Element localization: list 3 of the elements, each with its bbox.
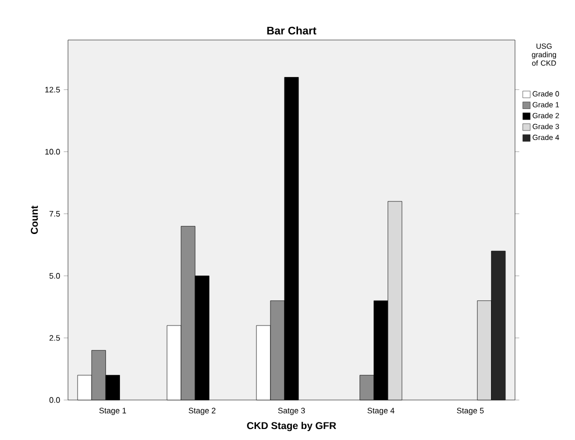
y-axis-title: Count (30, 206, 38, 234)
chart-title: Bar Chart (267, 26, 316, 34)
x-axis-title: CKD Stage by GFR (247, 422, 336, 432)
